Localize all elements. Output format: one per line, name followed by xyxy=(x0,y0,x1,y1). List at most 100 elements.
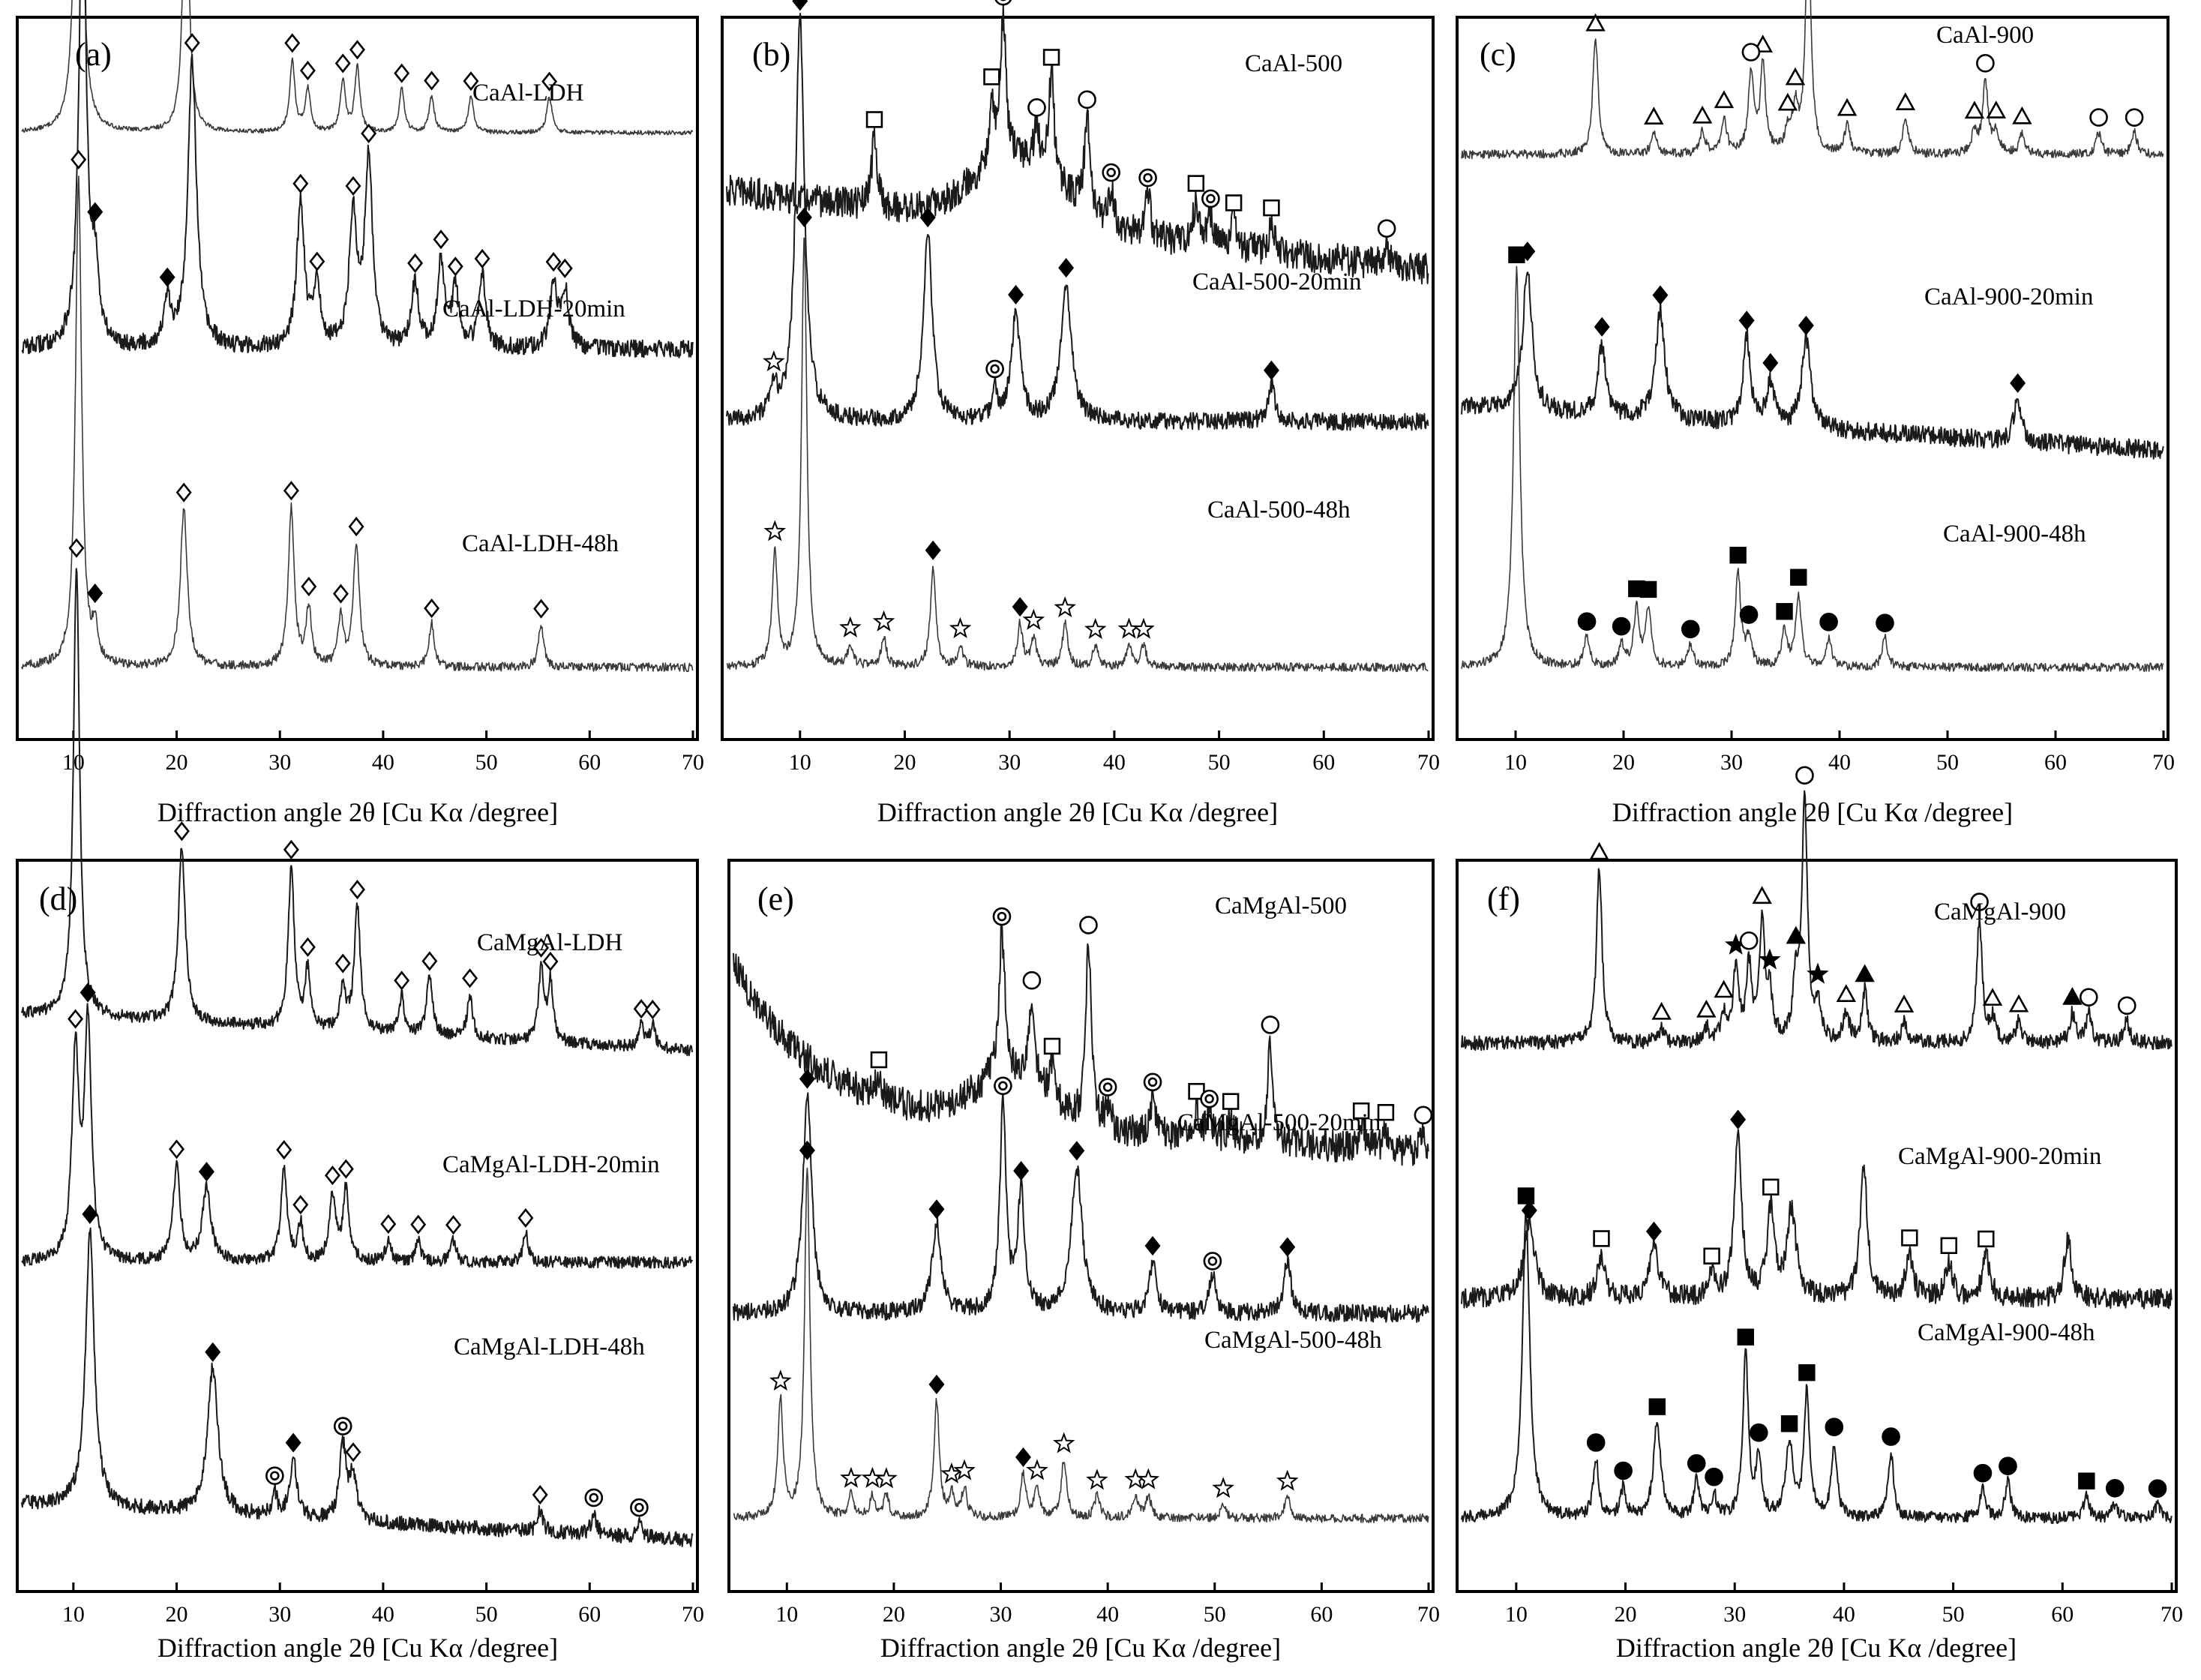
marker-filled-diamond-CaAl-500-48h-10.4 xyxy=(796,207,812,227)
panel-b-label-top: CaAl-500 xyxy=(1245,50,1342,77)
marker-open-square-CaAl-500-34 xyxy=(1042,49,1060,66)
marker-open-diamond-CaMgAl-LDH-10.3 xyxy=(68,538,85,558)
marker-filled-diamond-CaAl-LDH-20min-19.1 xyxy=(159,267,175,287)
marker-double-circle-CaAl-500-20min-28.6 xyxy=(985,359,1004,379)
marker-open-diamond-CaAl-LDH-20min-37.1 xyxy=(345,176,361,196)
panel-e-label-bot: CaMgAl-500-48h xyxy=(1204,1327,1382,1354)
marker-open-triangle-CaMgAl-900-53.6 xyxy=(1982,988,2003,1006)
series-CaAl-500-20min xyxy=(726,13,1429,431)
marker-filled-circle-CaAl-900-48h-19.8 xyxy=(1612,616,1631,636)
marker-open-circle-CaMgAl-900-62.4 xyxy=(2079,988,2098,1006)
marker-open-triangle-CaMgAl-900-32.5 xyxy=(1752,886,1772,904)
marker-filled-circle-CaAl-900-48h-16.6 xyxy=(1577,612,1597,632)
marker-filled-circle-CaMgAl-900-48h-55 xyxy=(1999,1456,2017,1476)
panel-0-xtick-label-40: 40 xyxy=(372,750,394,775)
marker-filled-triangle-CaMgAl-900-41.9 xyxy=(1855,964,1875,982)
marker-double-circle-CaMgAl-LDH-48h-36.1 xyxy=(333,1417,352,1436)
panel-1-xtick-label-70: 70 xyxy=(1417,750,1440,775)
marker-filled-square-CaAl-900-48h-22.3 xyxy=(1639,580,1657,598)
marker-filled-star-CaMgAl-900-37.6 xyxy=(1807,962,1829,984)
marker-open-square-CaMgAl-900-20min-17.8 xyxy=(1593,1230,1610,1247)
marker-open-star-CaAl-500-48h-18 xyxy=(872,610,895,632)
marker-double-circle-CaMgAl-LDH-48h-36.1-inner xyxy=(337,1421,348,1431)
marker-open-star-CaAl-500-20min-7.5 xyxy=(763,350,785,372)
marker-open-star-CaMgAl-500-48h-19.3 xyxy=(875,1467,898,1489)
panel-f-label-bot: CaMgAl-900-48h xyxy=(1918,1319,2095,1346)
marker-filled-diamond-CaMgAl-500-20min-11.9 xyxy=(799,1069,815,1089)
marker-open-diamond-CaAl-LDH-32.7 xyxy=(299,61,316,81)
marker-filled-circle-CaMgAl-900-48h-52.7 xyxy=(1973,1463,1993,1483)
marker-filled-circle-CaMgAl-900-48h-64.8 xyxy=(2105,1478,2125,1498)
series-CaAl-500 xyxy=(726,4,1429,285)
panel-d: 10 20 30 40 50 60 70 (d) CaMgAl-LDH CaMgAl-LDH… xyxy=(16,538,704,1663)
panel-3-xtick-label-30: 30 xyxy=(268,1602,291,1627)
marker-open-diamond-CaAl-LDH-56.1 xyxy=(541,71,558,92)
marker-open-triangle-CaMgAl-900-27.4 xyxy=(1696,999,1717,1018)
panel-3-xtick-label-20: 20 xyxy=(166,1602,188,1627)
panel-d-label-bot: CaMgAl-LDH-48h xyxy=(454,1334,645,1360)
panel-5-xtick-label-70: 70 xyxy=(2161,1602,2183,1627)
marker-open-diamond-CaMgAl-LDH-41.8 xyxy=(394,970,410,991)
marker-filled-circle-CaMgAl-900-48h-32.2 xyxy=(1749,1423,1768,1442)
marker-filled-square-CaMgAl-900-48h-35 xyxy=(1780,1415,1798,1432)
panel-d-frame xyxy=(16,859,699,1593)
marker-open-square-CaAl-500-28.3 xyxy=(983,68,1000,86)
marker-open-star-CaMgAl-500-48h-50.8 xyxy=(1212,1477,1234,1498)
marker-filled-circle-CaMgAl-900-48h-19.8 xyxy=(1614,1461,1633,1480)
marker-open-diamond-CaAl-LDH-48h-32.8 xyxy=(301,576,317,597)
marker-filled-circle-CaAl-900-48h-31.6 xyxy=(1739,605,1759,624)
marker-double-circle-CaAl-500-20min-28.6-inner xyxy=(990,364,1000,374)
panel-c-frame xyxy=(1456,16,2170,741)
marker-filled-circle-CaMgAl-900-48h-68.7 xyxy=(2148,1479,2167,1498)
panel-c-label-bot: CaAl-900-48h xyxy=(1943,520,2086,548)
marker-open-triangle-CaAl-900-29.3 xyxy=(1714,90,1735,109)
marker-filled-diamond-CaMgAl-500-20min-37.1 xyxy=(1069,1141,1085,1161)
panel-0-xtick-label-60: 60 xyxy=(578,750,601,775)
marker-open-triangle-CaMgAl-900-40.2 xyxy=(1836,984,1857,1002)
panel-5-xtick-label-60: 60 xyxy=(2051,1602,2074,1627)
marker-open-square-CaAl-500-47.8 xyxy=(1187,175,1205,192)
marker-filled-diamond-CaAl-900-20min-33.6 xyxy=(1762,352,1779,373)
panel-f-frame xyxy=(1456,859,2178,1593)
marker-filled-diamond-CaMgAl-500-20min-24 xyxy=(928,1199,945,1220)
marker-open-diamond-CaAl-LDH-48h-55.3 xyxy=(533,598,550,619)
marker-open-triangle-CaAl-900-22.8 xyxy=(1644,106,1664,125)
marker-open-square-CaMgAl-500-18.6 xyxy=(870,1051,888,1069)
marker-open-triangle-CaAl-900-35.9 xyxy=(1785,67,1806,86)
marker-open-diamond-CaMgAl-LDH-20min-43.4 xyxy=(410,1214,427,1234)
marker-open-square-CaMgAl-900-20min-53 xyxy=(1978,1230,1995,1248)
panel-4-xtick-label-20: 20 xyxy=(883,1602,905,1627)
series-CaMgAl-LDH-48h xyxy=(21,1227,694,1547)
panel-3-xtick-label-10: 10 xyxy=(62,1602,85,1627)
panel-4-xtick-label-40: 40 xyxy=(1096,1602,1119,1627)
marker-filled-diamond-CaAl-500-20min-10 xyxy=(792,0,808,11)
marker-open-triangle-CaMgAl-900-45.5 xyxy=(1894,994,1915,1012)
marker-filled-circle-CaMgAl-900-48h-26.5 xyxy=(1687,1454,1706,1473)
marker-filled-diamond-CaMgAl-LDH-20min-22.9 xyxy=(199,1162,214,1182)
marker-open-circle-CaMgAl-900-65.9 xyxy=(2117,996,2137,1016)
panel-4-xtick-label-30: 30 xyxy=(990,1602,1012,1627)
panel-f-label-top: CaMgAl-900 xyxy=(1934,898,2066,926)
series-CaMgAl-500-48h xyxy=(733,1167,1429,1523)
marker-open-diamond-CaAl-LDH-20min-32 xyxy=(292,173,309,194)
marker-filled-circle-CaMgAl-900-48h-44.3 xyxy=(1882,1427,1900,1446)
marker-open-diamond-CaMgAl-LDH-20min-10.2 xyxy=(67,1009,84,1029)
series-CaMgAl-LDH-20min xyxy=(21,1003,694,1269)
panel-a-frame xyxy=(16,16,699,741)
series-CaMgAl-900 xyxy=(1461,790,2173,1052)
panel-f: 10 20 30 40 50 60 70 (f) CaMgAl-900 CaMgAl-900… xyxy=(1456,766,2183,1663)
marker-open-square-CaAl-500-55 xyxy=(1263,199,1280,217)
marker-filled-square-CaMgAl-900-48h-31 xyxy=(1737,1328,1754,1346)
marker-filled-circle-CaAl-900-48h-39 xyxy=(1819,613,1838,632)
marker-open-triangle-CaMgAl-900-56 xyxy=(2008,994,2029,1012)
panel-0-xtick-label-50: 50 xyxy=(475,750,498,775)
marker-filled-square-CaAl-900-48h-10.1 xyxy=(1508,246,1525,263)
panel-d-label-top: CaMgAl-LDH xyxy=(477,929,622,956)
marker-open-diamond-CaAl-LDH-41.8 xyxy=(394,63,410,83)
marker-filled-diamond-CaAl-LDH-48h-12.1 xyxy=(87,583,103,604)
marker-open-star-CaMgAl-500-48h-16 xyxy=(840,1466,862,1488)
marker-open-diamond-CaMgAl-LDH-56.2 xyxy=(542,951,559,972)
series-CaMgAl-LDH xyxy=(21,568,694,1057)
marker-open-diamond-CaAl-LDH-48h-10.5 xyxy=(70,149,87,170)
marker-open-diamond-CaMgAl-LDH-20min-35.1 xyxy=(324,1166,340,1186)
